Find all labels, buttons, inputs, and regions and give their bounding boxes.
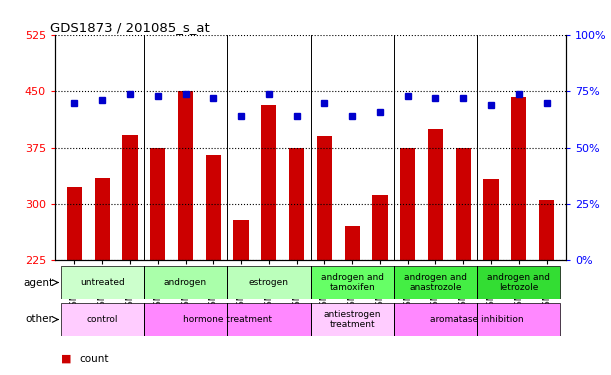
Bar [150, 147, 166, 375]
Text: androgen: androgen [164, 278, 207, 287]
Text: ■: ■ [61, 354, 71, 363]
Bar [95, 177, 110, 375]
Text: antiestrogen
treatment: antiestrogen treatment [323, 310, 381, 329]
Text: aromatase inhibition: aromatase inhibition [430, 315, 524, 324]
Bar [477, 266, 560, 299]
Bar [539, 200, 554, 375]
Text: count: count [79, 354, 109, 363]
Text: androgen and
anastrozole: androgen and anastrozole [404, 273, 467, 292]
Text: androgen and
letrozole: androgen and letrozole [488, 273, 551, 292]
Bar [262, 105, 277, 375]
Text: hormone treatment: hormone treatment [183, 315, 272, 324]
Bar [310, 303, 394, 336]
Bar [400, 147, 415, 375]
Bar [122, 135, 137, 375]
Text: untreated: untreated [80, 278, 125, 287]
Bar [178, 91, 193, 375]
Bar [394, 266, 477, 299]
Bar [316, 136, 332, 375]
Bar [456, 147, 471, 375]
Text: GDS1873 / 201085_s_at: GDS1873 / 201085_s_at [50, 21, 210, 34]
Bar [67, 186, 82, 375]
Bar [144, 303, 310, 336]
Bar [144, 266, 227, 299]
Bar [345, 226, 360, 375]
Bar [206, 155, 221, 375]
Bar [289, 147, 304, 375]
Text: estrogen: estrogen [249, 278, 289, 287]
Text: androgen and
tamoxifen: androgen and tamoxifen [321, 273, 384, 292]
Bar [428, 129, 443, 375]
Text: control: control [87, 315, 118, 324]
Bar [60, 303, 144, 336]
Text: agent: agent [23, 278, 54, 288]
Text: other: other [26, 315, 54, 324]
Bar [394, 303, 560, 336]
Bar [310, 266, 394, 299]
Bar [233, 220, 249, 375]
Bar [60, 266, 144, 299]
Bar [227, 266, 310, 299]
Bar [483, 179, 499, 375]
Bar [511, 97, 527, 375]
Bar [372, 195, 387, 375]
